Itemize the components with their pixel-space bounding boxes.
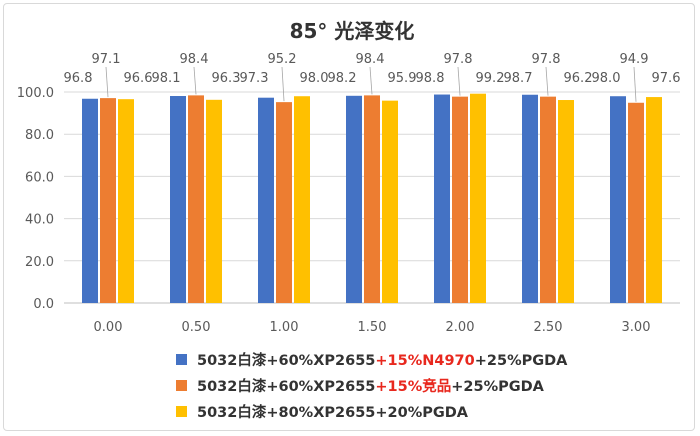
data-label: 95.2	[268, 52, 297, 67]
data-label: 97.1	[92, 52, 121, 67]
legend-swatch	[176, 353, 187, 365]
data-label: 95.9	[388, 71, 417, 86]
legend-swatch	[176, 379, 187, 391]
legend-entry: 5032白漆+80%XP2655+20%PGDA	[176, 398, 567, 424]
bar	[188, 95, 204, 303]
legend-entry: 5032白漆+60%XP2655+15%竞品+25%PGDA	[176, 372, 567, 398]
leader-line	[545, 66, 549, 96]
leader-line	[457, 66, 461, 96]
bar	[452, 96, 468, 303]
bar	[346, 95, 362, 303]
data-label: 97.6	[652, 71, 681, 86]
x-tick-label: 0.00	[94, 320, 123, 335]
data-label: 98.1	[152, 71, 181, 86]
y-tick-label: 80.0	[25, 128, 54, 143]
y-tick-label: 60.0	[25, 170, 54, 185]
leader-line	[281, 66, 285, 102]
bar	[540, 96, 556, 303]
data-label: 96.2	[564, 71, 593, 86]
data-label: 98.0	[300, 71, 329, 86]
data-label: 96.6	[124, 71, 153, 86]
bar	[610, 96, 626, 303]
y-tick-label: 100.0	[17, 86, 54, 101]
bar	[170, 96, 186, 303]
data-label: 98.4	[180, 52, 209, 67]
x-tick-label: 3.00	[622, 320, 651, 335]
bar	[558, 100, 574, 303]
x-tick-label: 2.50	[534, 320, 563, 335]
data-label: 98.7	[504, 71, 533, 86]
bar	[294, 96, 310, 303]
chart-legend: 5032白漆+60%XP2655+15%N4970+25%PGDA 5032白漆+…	[176, 346, 567, 424]
legend-swatch	[176, 405, 187, 417]
bar	[258, 97, 274, 304]
data-label: 96.3	[212, 71, 241, 86]
bar	[82, 98, 98, 303]
bar	[100, 98, 116, 303]
data-label: 94.9	[620, 52, 649, 67]
x-tick-label: 0.50	[182, 320, 211, 335]
data-label: 96.8	[64, 71, 93, 86]
legend-entry: 5032白漆+60%XP2655+15%N4970+25%PGDA	[176, 346, 567, 372]
leader-line	[633, 66, 637, 102]
x-tick-label: 2.00	[446, 320, 475, 335]
legend-label: 5032白漆+60%XP2655+15%竞品+25%PGDA	[197, 378, 544, 395]
data-label: 97.8	[444, 52, 473, 67]
bar	[646, 97, 662, 304]
data-label: 98.8	[416, 71, 445, 86]
bar	[382, 100, 398, 303]
leader-line	[105, 66, 109, 98]
legend-label: 5032白漆+60%XP2655+15%N4970+25%PGDA	[197, 352, 568, 369]
data-label: 98.2	[328, 71, 357, 86]
leader-line	[193, 66, 197, 95]
data-label: 98.0	[592, 71, 621, 86]
x-tick-label: 1.50	[358, 320, 387, 335]
data-label: 97.8	[532, 52, 561, 67]
y-tick-label: 40.0	[25, 213, 54, 228]
data-label: 97.3	[240, 71, 269, 86]
chart-title: 85° 光泽变化	[290, 19, 415, 43]
bar	[628, 102, 644, 303]
bar	[522, 94, 538, 303]
y-tick-label: 0.0	[33, 297, 54, 312]
bar	[470, 93, 486, 303]
leader-line	[369, 66, 373, 95]
bar	[276, 102, 292, 304]
y-tick-label: 20.0	[25, 255, 54, 270]
bar	[434, 94, 450, 303]
x-tick-label: 1.00	[270, 320, 299, 335]
bar	[118, 99, 134, 303]
legend-label: 5032白漆+80%XP2655+20%PGDA	[197, 404, 469, 421]
bar	[364, 95, 380, 303]
data-label: 98.4	[356, 52, 385, 67]
data-label: 99.2	[476, 71, 505, 86]
bar	[206, 99, 222, 303]
